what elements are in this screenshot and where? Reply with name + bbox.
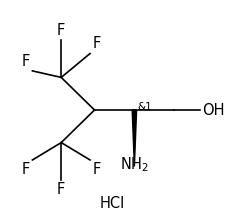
Text: HCl: HCl: [99, 196, 124, 211]
Text: OH: OH: [201, 103, 224, 117]
Text: F: F: [92, 36, 100, 51]
Text: NH$_2$: NH$_2$: [119, 155, 148, 174]
Text: F: F: [22, 54, 30, 69]
Text: F: F: [22, 162, 30, 177]
Text: &1: &1: [137, 102, 152, 112]
Text: F: F: [92, 162, 100, 177]
Polygon shape: [132, 110, 136, 167]
Text: F: F: [57, 23, 65, 38]
Text: F: F: [57, 182, 65, 197]
